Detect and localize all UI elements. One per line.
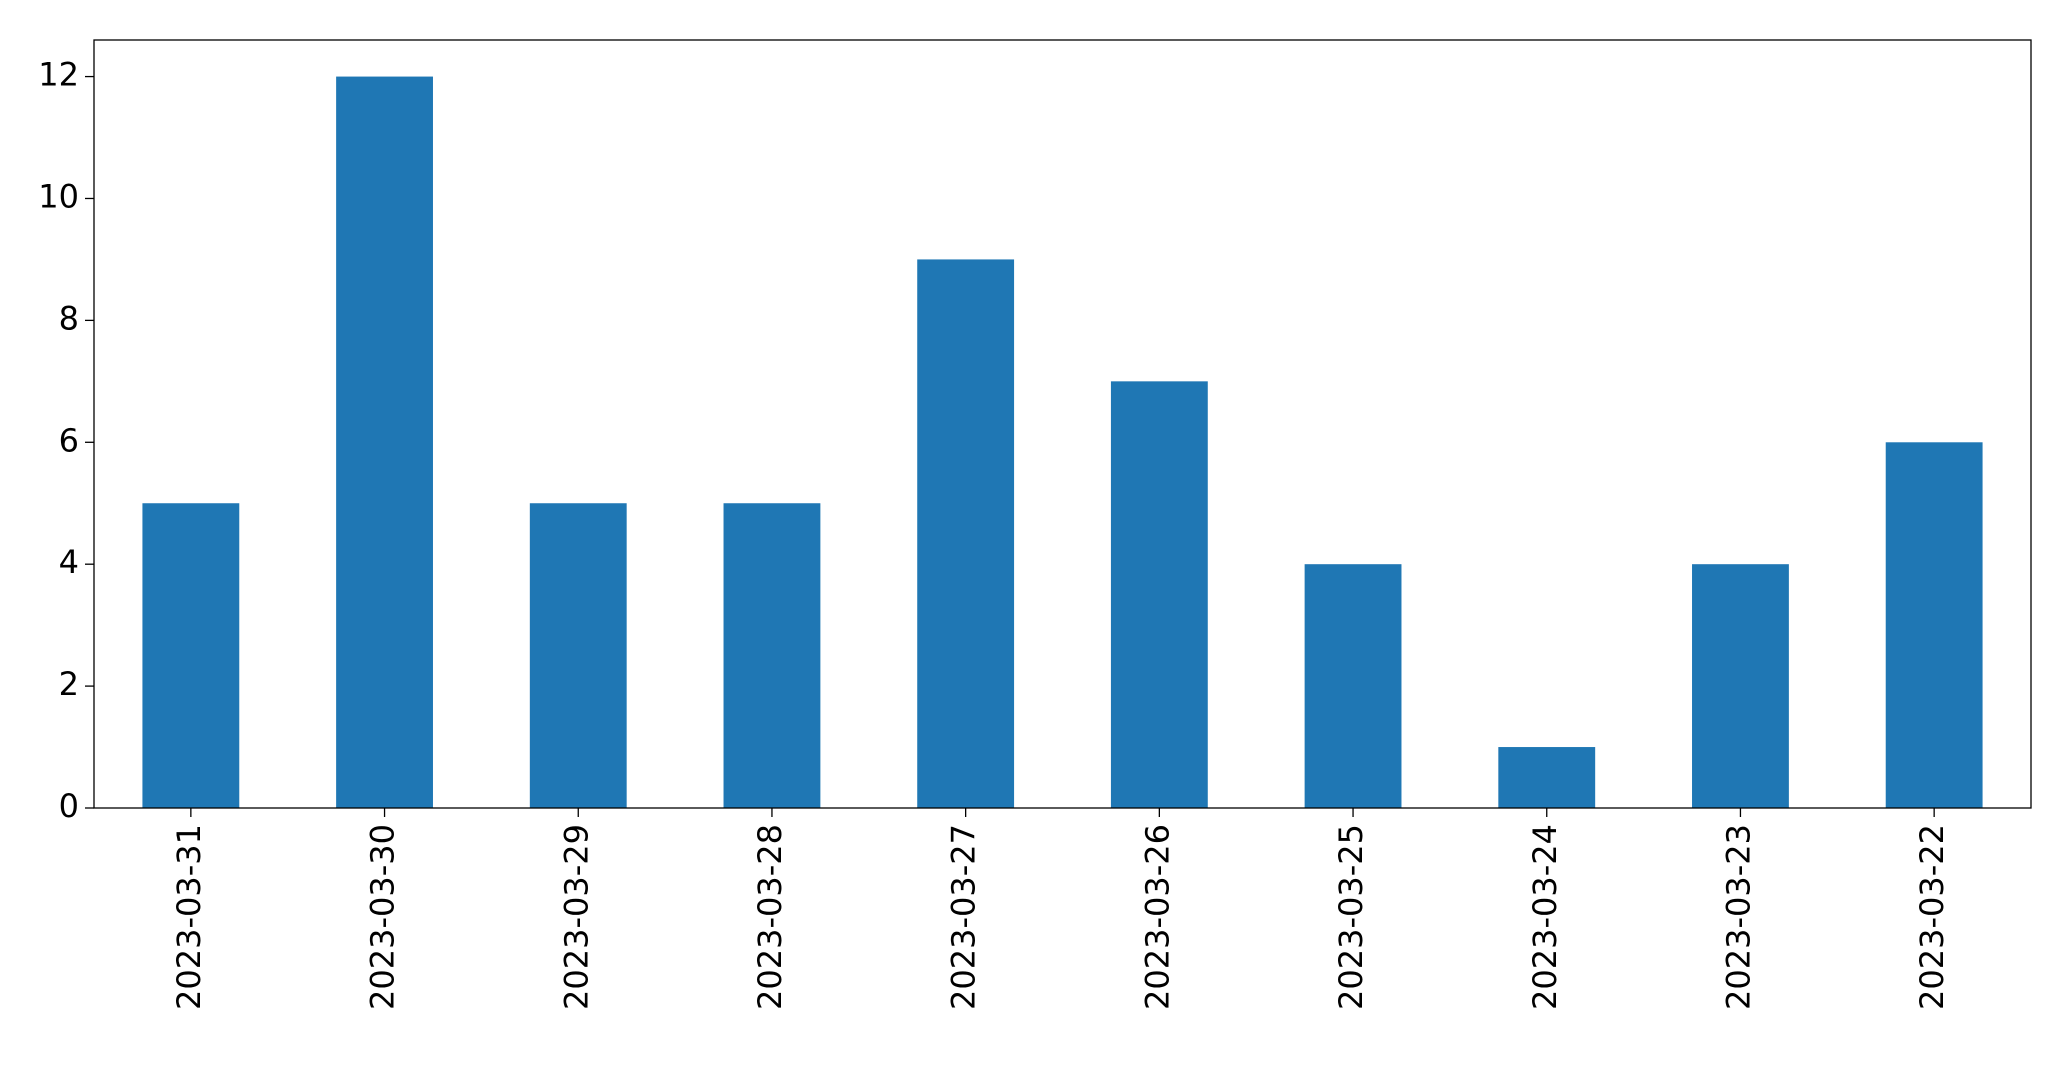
x-tick-label: 2023-03-31 [170,824,208,1010]
y-tick-label: 4 [59,543,79,581]
y-tick-label: 12 [38,56,79,94]
x-tick-label: 2023-03-30 [364,824,402,1010]
bar [1498,747,1596,808]
bar [1692,564,1789,808]
y-tick-label: 10 [38,177,79,215]
x-tick-label: 2023-03-25 [1332,824,1370,1010]
bar [1110,381,1208,808]
y-tick-label: 6 [59,421,79,459]
bar [529,503,627,808]
plot-frame [93,39,2032,809]
x-tick-label: 2023-03-26 [1138,824,1176,1010]
bar [1885,442,1983,808]
y-tick-label: 8 [59,299,79,337]
bar [917,259,1015,808]
x-tick-label: 2023-03-23 [1719,824,1757,1010]
y-tick-label: 2 [59,665,79,703]
x-tick-label: 2023-03-27 [945,824,983,1010]
bar [723,503,821,808]
x-tick-label: 2023-03-22 [1913,824,1951,1010]
bar [1304,564,1402,808]
x-tick-label: 2023-03-29 [557,824,595,1010]
y-tick-label: 0 [59,787,79,825]
x-tick-label: 2023-03-28 [751,824,789,1010]
bar [336,76,433,809]
bar [142,503,240,808]
x-tick-label: 2023-03-24 [1526,824,1564,1010]
